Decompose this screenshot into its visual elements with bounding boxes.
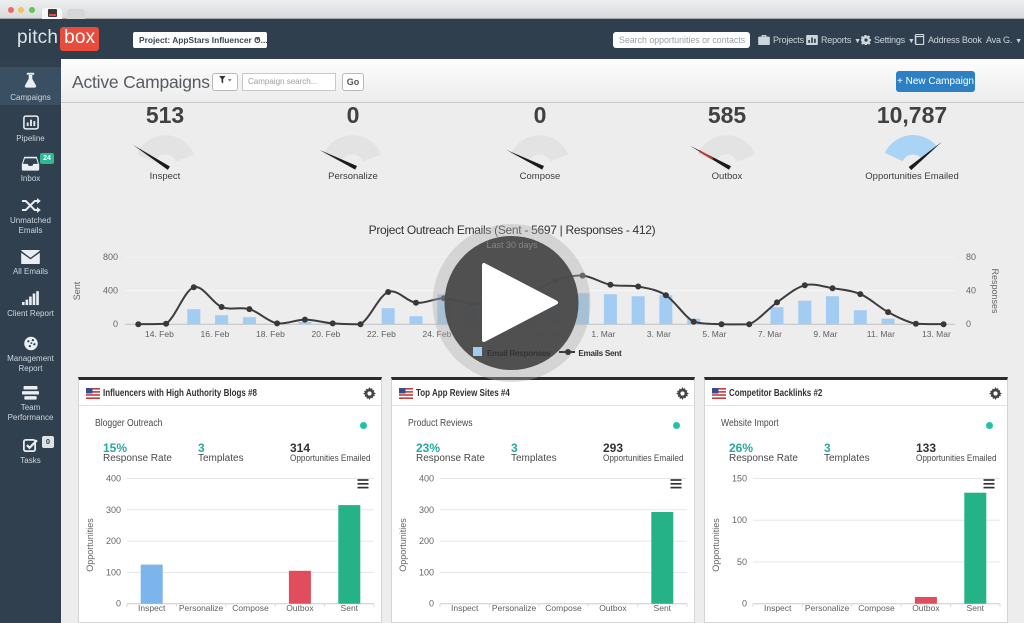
svg-text:13. Mar: 13. Mar	[922, 329, 951, 339]
svg-text:300: 300	[419, 505, 434, 515]
svg-text:200: 200	[419, 536, 434, 546]
svg-text:Opportunities: Opportunities	[711, 518, 721, 572]
svg-text:1. Mar: 1. Mar	[591, 329, 615, 339]
svg-text:5. Mar: 5. Mar	[702, 329, 726, 339]
svg-text:7. Mar: 7. Mar	[758, 329, 782, 339]
svg-text:400: 400	[106, 474, 121, 484]
svg-text:Outbox: Outbox	[912, 603, 940, 613]
svg-text:Sent: Sent	[72, 281, 82, 300]
svg-text:Opportunities: Opportunities	[398, 518, 408, 572]
svg-text:Compose: Compose	[232, 603, 269, 613]
svg-text:14. Feb: 14. Feb	[145, 329, 174, 339]
svg-text:400: 400	[419, 474, 434, 484]
svg-text:50: 50	[737, 557, 747, 567]
svg-text:0: 0	[429, 599, 434, 609]
svg-text:Opportunities: Opportunities	[85, 518, 95, 572]
svg-text:Sent: Sent	[654, 603, 672, 613]
svg-text:800: 800	[103, 252, 118, 262]
svg-text:Outbox: Outbox	[286, 603, 314, 613]
svg-text:Personalize: Personalize	[179, 603, 224, 613]
svg-text:18. Feb: 18. Feb	[256, 329, 285, 339]
svg-text:0: 0	[113, 319, 118, 329]
svg-text:200: 200	[106, 536, 121, 546]
svg-text:100: 100	[106, 567, 121, 577]
svg-text:16. Feb: 16. Feb	[200, 329, 229, 339]
svg-text:Responses: Responses	[990, 268, 1000, 314]
svg-text:100: 100	[732, 515, 747, 525]
svg-text:20. Feb: 20. Feb	[311, 329, 340, 339]
svg-text:Inspect: Inspect	[138, 603, 166, 613]
svg-text:150: 150	[732, 474, 747, 484]
svg-text:22. Feb: 22. Feb	[367, 329, 396, 339]
svg-text:Personalize: Personalize	[805, 603, 850, 613]
svg-text:11. Mar: 11. Mar	[867, 329, 895, 339]
svg-text:Sent: Sent	[967, 603, 985, 613]
svg-text:3. Mar: 3. Mar	[647, 329, 671, 339]
svg-text:0: 0	[966, 319, 971, 329]
svg-text:Inspect: Inspect	[764, 603, 792, 613]
svg-text:0: 0	[116, 599, 121, 609]
svg-text:400: 400	[103, 286, 118, 296]
svg-text:100: 100	[419, 567, 434, 577]
svg-text:300: 300	[106, 505, 121, 515]
svg-text:Outbox: Outbox	[599, 603, 627, 613]
svg-text:80: 80	[966, 252, 976, 262]
svg-text:Compose: Compose	[545, 603, 582, 613]
svg-text:Compose: Compose	[858, 603, 895, 613]
svg-text:Sent: Sent	[341, 603, 359, 613]
svg-text:Inspect: Inspect	[451, 603, 479, 613]
svg-text:0: 0	[742, 599, 747, 609]
svg-text:9. Mar: 9. Mar	[813, 329, 837, 339]
svg-text:40: 40	[966, 286, 976, 296]
svg-text:Personalize: Personalize	[492, 603, 537, 613]
svg-text:24. Feb: 24. Feb	[422, 329, 451, 339]
